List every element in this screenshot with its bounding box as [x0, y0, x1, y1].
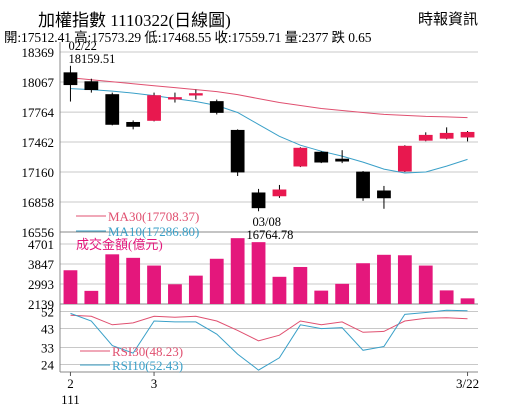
candle-up: [397, 145, 412, 172]
ma30-line: [70, 77, 468, 119]
candle-down: [335, 158, 350, 162]
x-sublabel: 111: [61, 392, 80, 407]
candle-up: [272, 189, 287, 197]
volume-title: 成交金額(億元): [76, 237, 163, 252]
price-y-tick: 17462: [22, 135, 55, 150]
volume-y-tick: 4701: [28, 237, 54, 252]
candle-down: [251, 192, 266, 209]
rsi30-line: [70, 314, 468, 342]
candle-up: [439, 132, 454, 139]
x-tick-label: 3/22: [456, 376, 479, 391]
candle-down: [209, 101, 224, 113]
rsi10-legend: RSI10(52.43): [112, 358, 183, 373]
volume-bar: [377, 254, 391, 304]
volume-bar: [356, 263, 370, 304]
volume-bar: [84, 290, 99, 304]
x-tick-label: 3: [151, 376, 158, 391]
price-y-tick: 18369: [22, 45, 55, 60]
price-y-tick: 18067: [22, 75, 55, 90]
volume-bar: [63, 270, 78, 304]
volume-y-tick: 3847: [28, 257, 55, 272]
candle-down: [63, 72, 78, 86]
rsi-y-tick: 43: [41, 322, 54, 337]
rsi-y-tick: 52: [41, 305, 54, 320]
volume-bar: [314, 290, 329, 304]
volume-bar: [126, 257, 141, 304]
rsi-y-tick: 24: [41, 357, 55, 372]
rsi-y-tick: 33: [41, 340, 54, 355]
candle-down: [126, 121, 141, 127]
high-value-label: 18159.51: [68, 52, 115, 66]
candle-down: [356, 171, 370, 199]
candle-up: [460, 131, 475, 138]
ma10-line: [70, 88, 468, 174]
volume-bar: [272, 276, 287, 304]
rsi10-line: [70, 309, 468, 371]
candle-up: [168, 97, 182, 100]
volume-bar: [460, 298, 475, 304]
candle-up: [147, 95, 161, 121]
volume-y-tick: 2993: [28, 277, 54, 292]
candle-up: [188, 93, 203, 96]
ma10-legend: MA10(17286.80): [108, 224, 199, 239]
volume-bar: [335, 283, 350, 304]
candle-down: [314, 151, 329, 163]
volume-bar: [397, 255, 412, 304]
x-tick-label: 2: [67, 376, 74, 391]
volume-bar: [230, 238, 245, 304]
candle-up: [418, 134, 433, 141]
price-y-tick: 17764: [22, 105, 55, 120]
candle-down: [84, 81, 99, 91]
candle-down: [105, 94, 120, 125]
price-y-tick: 17160: [22, 165, 55, 180]
candle-up: [293, 147, 308, 167]
volume-bar: [188, 275, 203, 304]
chart-title: 加權指數 1110322(日線圖): [38, 11, 231, 30]
volume-bar: [293, 266, 308, 304]
candle-down: [377, 190, 391, 199]
volume-bar: [251, 242, 266, 304]
volume-bar: [439, 290, 454, 304]
volume-bar: [147, 265, 161, 304]
high-date-label: 02/22: [68, 39, 96, 53]
volume-bar: [209, 258, 224, 304]
volume-bar: [105, 254, 120, 304]
ma30-legend: MA30(17708.37): [108, 209, 199, 224]
brand-label: 時報資訊: [418, 12, 479, 28]
volume-bar: [418, 265, 433, 304]
candle-down: [230, 129, 245, 173]
low-value-label: 16764.78: [247, 228, 294, 242]
ohlc-summary: 開:17512.41 高:17573.29 低:17468.55 收:17559…: [4, 30, 372, 45]
volume-bar: [168, 284, 182, 304]
low-date-label: 03/08: [253, 215, 281, 229]
price-y-tick: 16556: [22, 225, 55, 240]
rsi30-legend: RSI30(48.23): [112, 344, 183, 359]
price-y-tick: 16858: [22, 195, 55, 210]
volume-y-tick: 2139: [28, 297, 54, 312]
